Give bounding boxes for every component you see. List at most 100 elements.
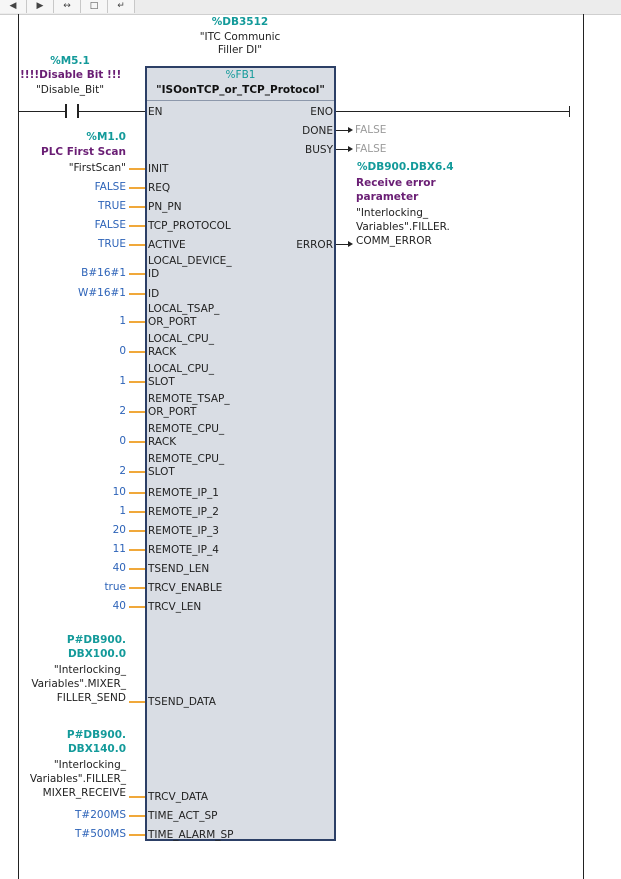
busy-value[interactable]: FALSE bbox=[355, 143, 387, 155]
tsend-data-address-line2[interactable]: DBX100.0 bbox=[67, 648, 126, 660]
active-wire bbox=[129, 244, 145, 246]
pin-tsend-len: TSEND_LEN bbox=[148, 563, 210, 575]
trcv-data-address-line2[interactable]: DBX140.0 bbox=[67, 743, 126, 755]
rung-line-eno bbox=[336, 111, 570, 112]
local-cpu-rack-value[interactable]: 0 bbox=[119, 345, 126, 357]
tsend-data-symbol-line3[interactable]: FILLER_SEND bbox=[56, 692, 126, 704]
pin-active: ACTIVE bbox=[148, 239, 186, 251]
remote-ip-1-value[interactable]: 10 bbox=[112, 486, 126, 498]
pin-time-act-sp: TIME_ACT_SP bbox=[148, 810, 218, 822]
instance-db-name-line2[interactable]: Filler DI" bbox=[217, 44, 263, 56]
pin-remote-tsap-2: OR_PORT bbox=[148, 406, 197, 418]
toolbar-button-2[interactable]: ▶ bbox=[27, 0, 54, 13]
time-act-sp-value[interactable]: T#200MS bbox=[75, 809, 126, 821]
init-address[interactable]: %M1.0 bbox=[86, 131, 126, 143]
active-value[interactable]: TRUE bbox=[97, 238, 126, 250]
remote-ip-2-value[interactable]: 1 bbox=[119, 505, 126, 517]
error-comment-line1: Receive error bbox=[356, 177, 436, 189]
toolbar-button-5[interactable]: ↵ bbox=[108, 0, 135, 13]
trcv-data-address-line1[interactable]: P#DB900. bbox=[66, 729, 126, 741]
error-symbol-line2[interactable]: Variables".FILLER. bbox=[356, 221, 450, 233]
left-power-rail bbox=[18, 14, 19, 879]
contact-symbol[interactable]: "Disable_Bit" bbox=[35, 84, 105, 96]
pin-pn-pn: PN_PN bbox=[148, 201, 182, 213]
id-value[interactable]: W#16#1 bbox=[77, 287, 126, 299]
tsend-data-symbol-line1[interactable]: "Interlocking_ bbox=[53, 664, 126, 676]
toolbar-button-3[interactable]: ↔ bbox=[54, 0, 81, 13]
trcv-data-symbol-line2[interactable]: Variables".FILLER_ bbox=[29, 773, 126, 785]
trcv-len-value[interactable]: 40 bbox=[112, 600, 126, 612]
tsend-data-symbol-line2[interactable]: Variables".MIXER_ bbox=[31, 678, 126, 690]
error-address[interactable]: %DB900.DBX6.4 bbox=[357, 161, 454, 173]
pin-id: ID bbox=[148, 288, 160, 300]
pin-remote-ip-2: REMOTE_IP_2 bbox=[148, 506, 219, 518]
pin-local-cpu-slot-1: LOCAL_CPU_ bbox=[148, 363, 214, 375]
remote-tsap-value[interactable]: 2 bbox=[119, 405, 126, 417]
function-block-name: "ISOonTCP_or_TCP_Protocol" bbox=[156, 84, 325, 96]
pin-tsend-data: TSEND_DATA bbox=[148, 696, 216, 708]
error-output-line bbox=[336, 244, 350, 245]
pin-remote-cpu-slot-1: REMOTE_CPU_ bbox=[148, 453, 225, 465]
toolbar-button-1[interactable]: ◀ bbox=[0, 0, 27, 13]
done-value[interactable]: FALSE bbox=[355, 124, 387, 136]
pn-pn-value[interactable]: TRUE bbox=[97, 200, 126, 212]
pin-trcv-enable: TRCV_ENABLE bbox=[148, 582, 223, 594]
rung-line-left bbox=[18, 111, 65, 112]
local-device-id-value[interactable]: B#16#1 bbox=[81, 267, 126, 279]
tsend-data-address-line1[interactable]: P#DB900. bbox=[66, 634, 126, 646]
toolbar: ◀ ▶ ↔ □ ↵ bbox=[0, 0, 621, 15]
init-symbol[interactable]: "FirstScan" bbox=[68, 162, 126, 174]
remote-cpu-slot-wire bbox=[129, 471, 145, 473]
remote-cpu-slot-value[interactable]: 2 bbox=[119, 465, 126, 477]
local-cpu-slot-value[interactable]: 1 bbox=[119, 375, 126, 387]
tsend-len-value[interactable]: 40 bbox=[112, 562, 126, 574]
pin-en: EN bbox=[148, 106, 163, 118]
pin-remote-tsap-1: REMOTE_TSAP_ bbox=[148, 393, 230, 405]
contact-right-bar[interactable] bbox=[77, 104, 79, 118]
remote-ip-2-wire bbox=[129, 511, 145, 513]
req-value[interactable]: FALSE bbox=[94, 181, 126, 193]
error-symbol-line1[interactable]: "Interlocking_ bbox=[356, 207, 429, 219]
trcv-enable-wire bbox=[129, 587, 145, 589]
pin-remote-cpu-slot-2: SLOT bbox=[148, 466, 175, 478]
remote-cpu-rack-wire bbox=[129, 441, 145, 443]
pin-local-device-id-2: ID bbox=[148, 268, 160, 280]
busy-output-line bbox=[336, 149, 350, 150]
pin-local-tsap-2: OR_PORT bbox=[148, 316, 197, 328]
init-wire bbox=[129, 168, 145, 170]
tsend-len-wire bbox=[129, 568, 145, 570]
local-cpu-rack-wire bbox=[129, 351, 145, 353]
done-output-line bbox=[336, 130, 350, 131]
contact-address[interactable]: %M5.1 bbox=[50, 55, 90, 67]
function-block[interactable]: %FB1 "ISOonTCP_or_TCP_Protocol" bbox=[145, 66, 336, 841]
pn-pn-wire bbox=[129, 206, 145, 208]
error-symbol-line3[interactable]: COMM_ERROR bbox=[356, 235, 432, 247]
remote-ip-3-value[interactable]: 20 bbox=[112, 524, 126, 536]
function-block-address: %FB1 bbox=[225, 69, 256, 81]
pin-busy: BUSY bbox=[305, 144, 333, 156]
pin-local-cpu-slot-2: SLOT bbox=[148, 376, 175, 388]
trcv-enable-value[interactable]: true bbox=[104, 581, 126, 593]
local-cpu-slot-wire bbox=[129, 381, 145, 383]
pin-local-tsap-1: LOCAL_TSAP_ bbox=[148, 303, 220, 315]
trcv-data-symbol-line3[interactable]: MIXER_RECEIVE bbox=[42, 787, 126, 799]
trcv-data-symbol-line1[interactable]: "Interlocking_ bbox=[53, 759, 126, 771]
pin-init: INIT bbox=[148, 163, 169, 175]
pin-tcp-protocol: TCP_PROTOCOL bbox=[148, 220, 231, 232]
time-alarm-sp-value[interactable]: T#500MS bbox=[75, 828, 126, 840]
tsend-data-wire bbox=[129, 701, 145, 703]
remote-ip-4-value[interactable]: 11 bbox=[112, 543, 126, 555]
remote-cpu-rack-value[interactable]: 0 bbox=[119, 435, 126, 447]
rung-line-to-en bbox=[79, 111, 145, 112]
tcp-protocol-wire bbox=[129, 225, 145, 227]
pin-time-alarm-sp: TIME_ALARM_SP bbox=[148, 829, 234, 841]
instance-db-name-line1[interactable]: "ITC Communic bbox=[199, 31, 281, 43]
pin-trcv-data: TRCV_DATA bbox=[148, 791, 209, 803]
pin-remote-ip-1: REMOTE_IP_1 bbox=[148, 487, 219, 499]
local-tsap-value[interactable]: 1 bbox=[119, 315, 126, 327]
tcp-protocol-value[interactable]: FALSE bbox=[94, 219, 126, 231]
pin-local-cpu-rack-1: LOCAL_CPU_ bbox=[148, 333, 214, 345]
toolbar-button-4[interactable]: □ bbox=[81, 0, 108, 13]
instance-db-address[interactable]: %DB3512 bbox=[211, 16, 269, 28]
contact-left-bar[interactable] bbox=[65, 104, 67, 118]
